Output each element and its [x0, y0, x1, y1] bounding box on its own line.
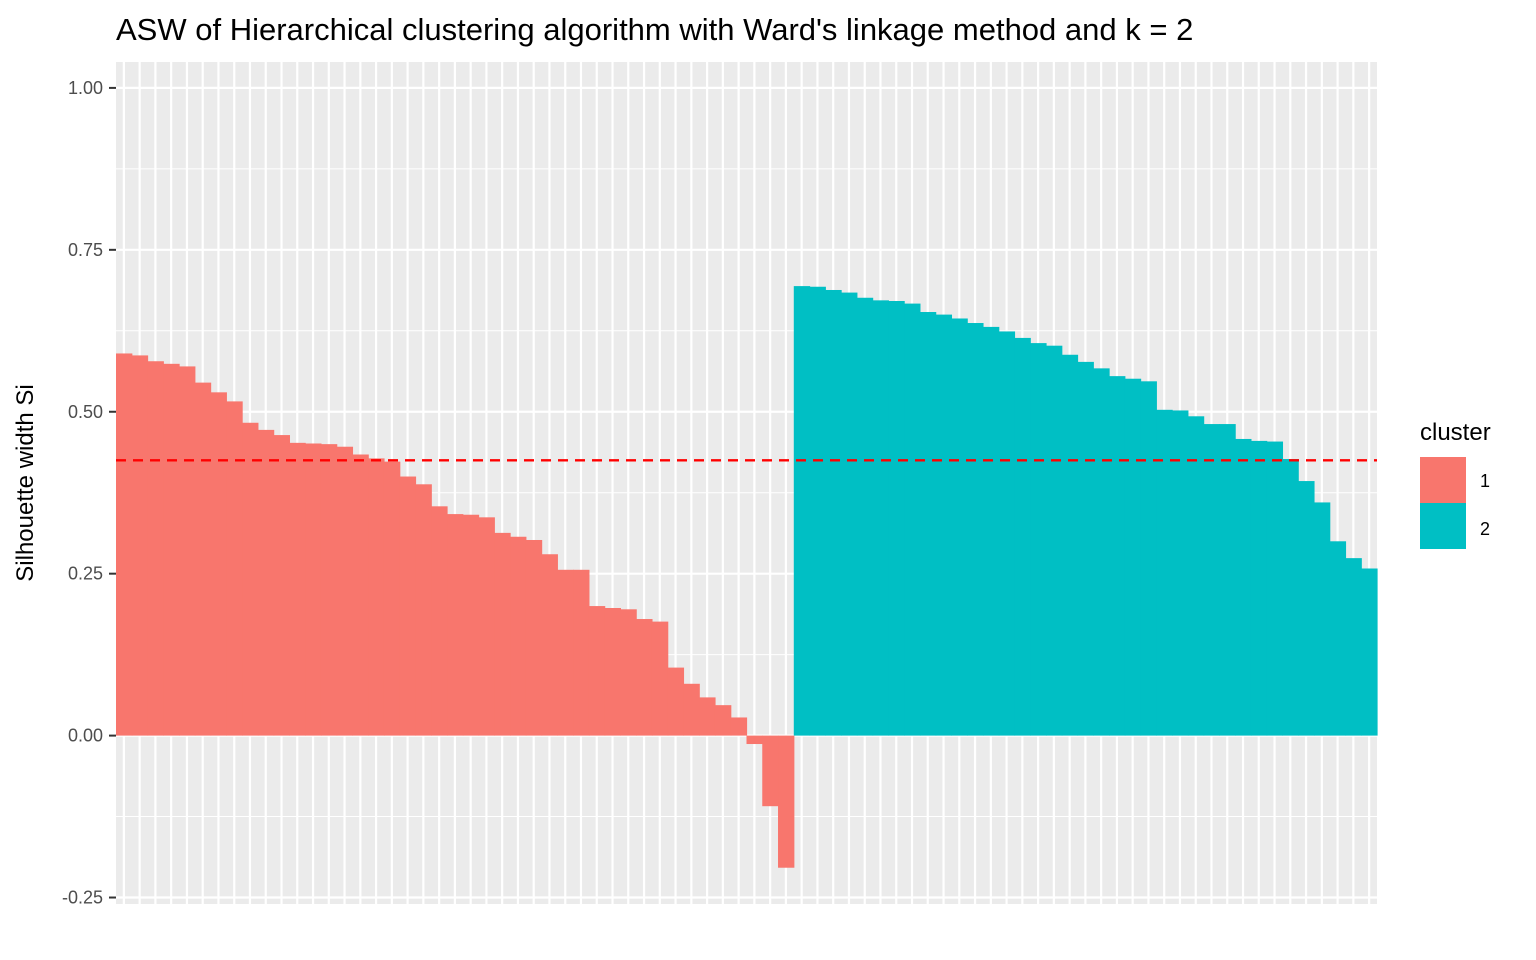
bar-cluster-1-28: [541, 554, 558, 736]
bar-cluster-1-34: [636, 619, 653, 736]
bar-cluster-1-20: [415, 484, 432, 736]
bar-cluster-2-3: [825, 289, 842, 736]
bar-cluster-1-33: [620, 609, 637, 736]
y-tick-label: 0.00: [68, 726, 103, 746]
bar-cluster-1-19: [399, 476, 417, 736]
bar-cluster-1-6: [194, 382, 212, 736]
bar-cluster-1-38: [699, 697, 716, 736]
bar-cluster-2-25: [1172, 410, 1189, 736]
bar-cluster-1-27: [525, 539, 543, 736]
bar-cluster-1-17: [368, 458, 385, 736]
bar-cluster-1-23: [462, 514, 480, 736]
bar-cluster-2-28: [1219, 424, 1236, 736]
bar-cluster-1-21: [431, 506, 448, 736]
bar-cluster-2-1: [793, 286, 811, 736]
bar-cluster-2-24: [1156, 409, 1173, 736]
bar-cluster-2-27: [1203, 424, 1220, 736]
bar-cluster-1-16: [352, 454, 369, 736]
y-tick-label: 0.25: [68, 564, 103, 584]
bar-cluster-1-15: [336, 446, 354, 736]
bar-cluster-2-9: [919, 312, 937, 736]
bar-cluster-1-8: [226, 401, 243, 736]
bar-cluster-1-25: [494, 532, 511, 736]
bar-cluster-2-4: [841, 292, 858, 736]
y-tick-label: 1.00: [68, 78, 103, 98]
bar-cluster-2-13: [982, 326, 1000, 736]
bar-cluster-1-24: [478, 517, 495, 736]
bar-cluster-1-42: [762, 735, 779, 807]
bar-cluster-1-11: [273, 435, 290, 736]
bar-cluster-1-30: [573, 569, 590, 736]
bar-cluster-2-7: [888, 300, 905, 736]
bars: [116, 286, 1378, 868]
bar-cluster-2-16: [1030, 343, 1047, 736]
bar-cluster-2-5: [856, 297, 874, 736]
bar-cluster-1-13: [305, 443, 322, 736]
bar-cluster-1-18: [383, 461, 401, 736]
bar-cluster-1-5: [179, 366, 196, 736]
legend-label-cluster-1: 1: [1480, 471, 1490, 491]
bar-cluster-2-14: [998, 331, 1016, 736]
legend-label-cluster-2: 2: [1480, 519, 1490, 539]
bar-cluster-2-23: [1140, 381, 1157, 736]
bar-cluster-1-12: [289, 442, 306, 736]
bar-cluster-1-9: [242, 422, 259, 736]
bar-cluster-1-37: [683, 683, 700, 736]
bar-cluster-2-35: [1329, 541, 1347, 736]
bar-cluster-2-12: [967, 323, 984, 736]
bar-cluster-1-41: [746, 735, 763, 745]
bar-cluster-2-11: [951, 318, 968, 736]
bar-cluster-1-10: [257, 429, 275, 736]
bar-cluster-1-2: [131, 355, 149, 736]
bar-cluster-2-19: [1077, 361, 1094, 736]
bar-cluster-2-34: [1313, 502, 1331, 736]
bar-cluster-1-26: [510, 536, 527, 736]
bar-cluster-1-7: [210, 392, 227, 736]
legend-key-cluster-1: [1420, 457, 1466, 503]
y-axis-title: Silhouette width Si: [12, 384, 39, 581]
bar-cluster-1-22: [447, 514, 464, 736]
bar-cluster-2-22: [1124, 378, 1142, 736]
bar-cluster-1-39: [714, 705, 732, 736]
legend-key-cluster-2: [1420, 503, 1466, 549]
bar-cluster-2-21: [1109, 376, 1126, 736]
chart-title: ASW of Hierarchical clustering algorithm…: [116, 12, 1193, 47]
bar-cluster-2-18: [1061, 354, 1079, 736]
bar-cluster-2-10: [935, 314, 953, 736]
bar-cluster-1-4: [163, 363, 180, 736]
y-axis: 1.00 0.75 0.50 0.25 0.00 -0.25: [62, 78, 116, 908]
bar-cluster-2-29: [1235, 438, 1252, 736]
bar-cluster-2-15: [1014, 337, 1031, 736]
bar-cluster-2-31: [1266, 441, 1284, 736]
bar-cluster-1-14: [320, 444, 338, 736]
y-tick-label: 0.75: [68, 240, 103, 260]
legend-title: cluster: [1420, 419, 1491, 446]
bar-cluster-2-17: [1045, 345, 1063, 736]
y-tick-label: 0.50: [68, 402, 103, 422]
legend: cluster 1 2: [1420, 419, 1491, 549]
bar-cluster-1-3: [147, 361, 164, 736]
bar-cluster-1-1: [116, 353, 133, 736]
bar-cluster-1-35: [651, 621, 669, 736]
bar-cluster-1-31: [588, 606, 606, 736]
bar-cluster-2-37: [1361, 568, 1378, 736]
bar-cluster-1-29: [557, 569, 574, 736]
bar-cluster-2-6: [872, 300, 889, 736]
bar-cluster-1-43: [778, 735, 795, 868]
bar-cluster-2-33: [1298, 481, 1315, 736]
bar-cluster-2-8: [904, 303, 921, 736]
bar-cluster-2-20: [1093, 368, 1110, 736]
bar-cluster-1-36: [667, 667, 685, 736]
y-tick-label: -0.25: [62, 888, 103, 908]
bar-cluster-1-32: [604, 608, 621, 736]
bar-cluster-2-36: [1345, 558, 1362, 736]
bar-cluster-1-40: [730, 717, 748, 736]
bar-cluster-2-30: [1250, 440, 1268, 736]
bar-cluster-2-26: [1187, 416, 1205, 736]
bar-cluster-2-32: [1282, 459, 1299, 736]
bar-cluster-2-2: [809, 286, 826, 736]
